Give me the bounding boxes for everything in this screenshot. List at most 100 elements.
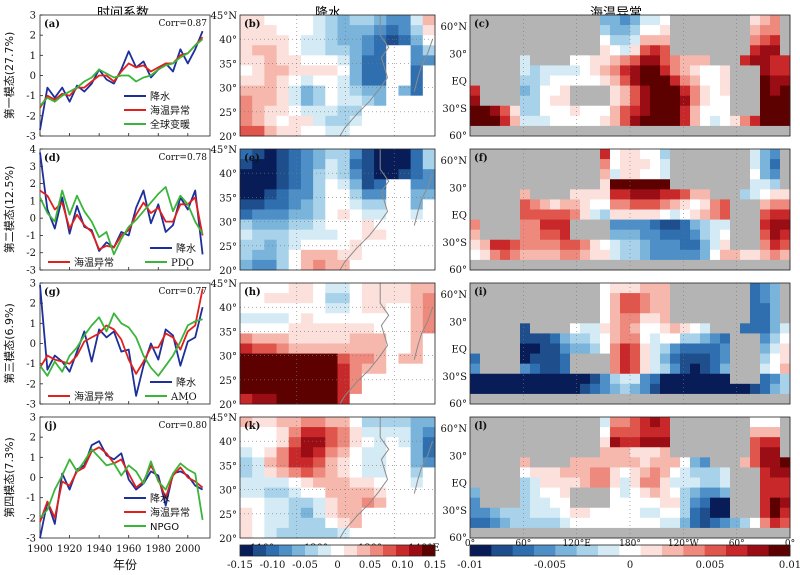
precip-cell (386, 517, 399, 529)
sst-cell (720, 437, 731, 448)
plot-frame (39, 282, 211, 405)
sst-cell (620, 209, 631, 221)
sst-cell (630, 149, 641, 160)
sst-cell (490, 283, 501, 294)
precip-cell (422, 323, 436, 334)
sst-cell (680, 293, 691, 304)
sst-cell (640, 219, 651, 231)
precip-cell (300, 159, 314, 170)
sst-cell (680, 85, 691, 97)
sst-cell (620, 497, 631, 509)
sst-cell (540, 189, 551, 200)
colorbar-tick-label: -0.01 (457, 560, 483, 571)
sst-cell (550, 363, 561, 375)
sst-cell (710, 105, 721, 117)
sst-cell (550, 229, 561, 241)
precip-cell (240, 333, 253, 344)
precip-cell (337, 353, 351, 365)
precip-cell (422, 55, 436, 66)
sst-cell (670, 219, 681, 231)
sst-cell (600, 457, 611, 468)
precip-cell (422, 189, 436, 200)
precip-cell (325, 313, 338, 324)
precip-cell (374, 45, 387, 56)
sst-cell (570, 313, 581, 324)
sst-cell (520, 55, 531, 66)
precip-cell (410, 15, 424, 26)
y-tick-label: 3 (30, 279, 36, 290)
sst-cell (690, 447, 701, 458)
sst-cell (780, 343, 791, 355)
sst-cell (510, 169, 521, 180)
sst-cell (510, 507, 521, 519)
sst-cell (720, 527, 731, 539)
sst-cell (510, 373, 521, 385)
sst-cell (710, 65, 721, 76)
sst-cell (660, 497, 671, 509)
precip-cell (361, 105, 375, 117)
sst-cell (630, 105, 641, 117)
precip-cell (337, 427, 351, 438)
precip-cell (325, 189, 338, 200)
sst-cell (650, 293, 661, 304)
precip-cell (325, 323, 338, 334)
sst-cell (640, 239, 651, 251)
sst-cell (620, 219, 631, 231)
sst-cell (750, 179, 761, 190)
colorbar-tick-label: 0.10 (391, 560, 413, 571)
sst-cell (700, 383, 711, 395)
sst-cell (520, 15, 531, 26)
sst-cell (650, 125, 661, 137)
precip-cell (349, 293, 363, 304)
sst-cell (550, 527, 561, 539)
sst-cell (580, 313, 591, 324)
sst-cell (510, 55, 521, 66)
sst-cell (740, 517, 751, 529)
precip-cell (386, 169, 399, 180)
sst-cell (650, 209, 661, 221)
sst-cell (650, 55, 661, 66)
sst-cell (630, 159, 641, 170)
precip-cell (337, 189, 351, 200)
sst-cell (660, 199, 671, 210)
precip-cell (288, 85, 302, 97)
sst-cell (520, 497, 531, 509)
precip-cell (386, 15, 399, 26)
precip-cell (300, 437, 314, 448)
sst-cell (720, 447, 731, 458)
precip-cell (252, 229, 265, 241)
sst-cell (620, 115, 631, 127)
sst-cell (630, 393, 641, 405)
sst-cell (540, 323, 551, 334)
sst-cell (580, 115, 591, 127)
precip-cell (288, 229, 302, 241)
precip-cell (300, 353, 314, 365)
sst-cell (640, 115, 651, 127)
sst-cell (760, 125, 771, 137)
sst-cell (600, 477, 611, 489)
sst-cell (670, 427, 681, 438)
sst-cell (670, 125, 681, 137)
precip-cell (422, 507, 436, 519)
precip-cell (349, 323, 363, 334)
precip-cell (300, 507, 314, 519)
colorbar-swatch (266, 545, 280, 556)
map-frame (469, 14, 791, 137)
sst-cell (520, 35, 531, 46)
sst-cell (610, 179, 621, 190)
sst-cell (600, 55, 611, 66)
precip-cell (288, 169, 302, 180)
sst-cell (620, 229, 631, 241)
sst-cell (530, 189, 541, 200)
sst-cell (670, 303, 681, 314)
precip-cell (264, 179, 278, 190)
sst-cell (530, 209, 541, 221)
precip-cell (300, 105, 314, 117)
coastline (339, 417, 390, 539)
precip-cell (276, 333, 290, 344)
sst-cell (570, 527, 581, 539)
precip-cell (361, 249, 375, 261)
lat-tick-label: 60° (449, 399, 467, 410)
